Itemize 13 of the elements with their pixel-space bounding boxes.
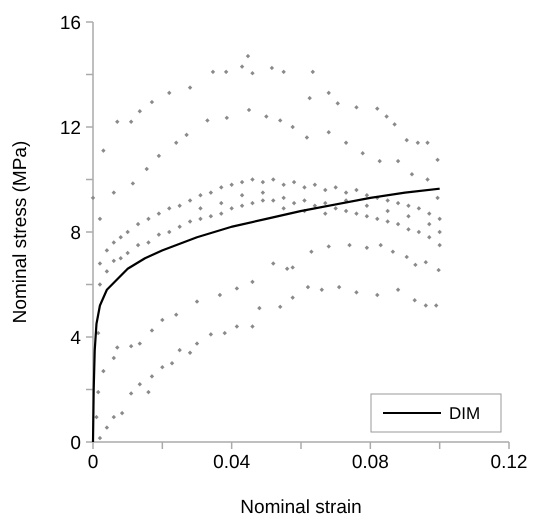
x-tick-label: 0.04	[213, 452, 251, 473]
line-series	[92, 188, 441, 444]
y-tick-label: 16	[60, 13, 81, 34]
y-tick-label: 8	[70, 223, 81, 244]
y-tick-label: 12	[60, 118, 81, 139]
y-tick-label: 4	[70, 328, 82, 349]
y-tick-label: 0	[70, 433, 81, 454]
x-tick-label: 0	[88, 452, 98, 473]
x-axis-title: Nominal strain	[240, 497, 362, 518]
x-tick-label: 0.08	[352, 452, 389, 473]
x-tick-label: 0.12	[490, 452, 528, 473]
y-axis-title: Nominal stress (MPa)	[10, 140, 31, 324]
legend-label: DIM	[449, 404, 480, 423]
